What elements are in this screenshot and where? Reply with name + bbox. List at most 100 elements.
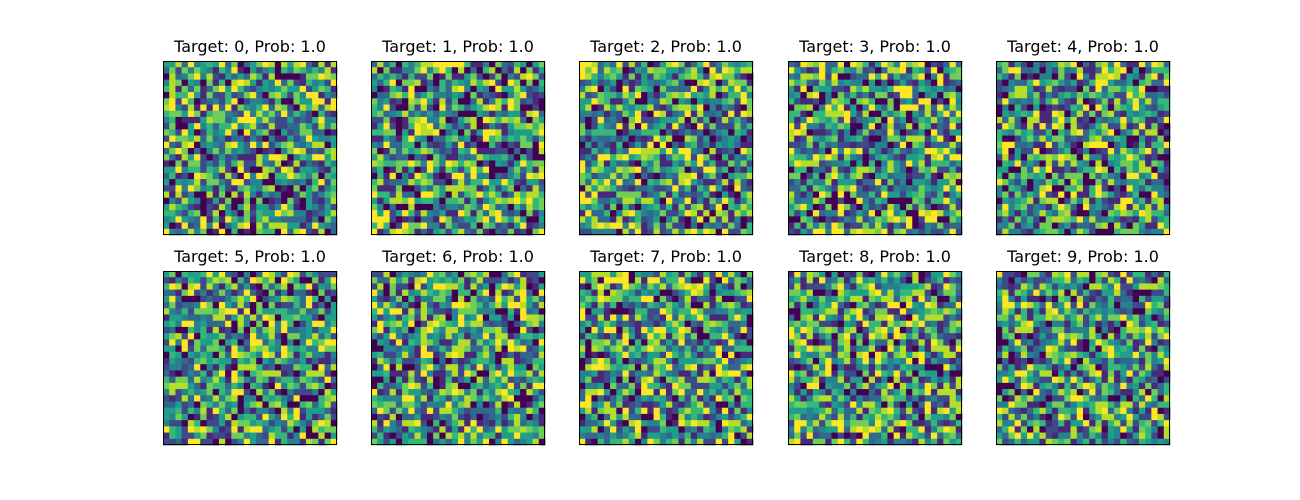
- heatmap-cell: [414, 185, 422, 192]
- heatmap-cell: [287, 314, 294, 322]
- heatmap-cell: [893, 110, 901, 118]
- heatmap-cell: [181, 123, 189, 130]
- heatmap-cell: [659, 203, 667, 211]
- heatmap-cell: [439, 92, 446, 99]
- heatmap-cell: [579, 148, 586, 155]
- heatmap-cell: [603, 67, 611, 74]
- heatmap-cell: [538, 314, 546, 322]
- heatmap-cell: [653, 67, 661, 74]
- heatmap-cell: [794, 216, 801, 223]
- heatmap-cell: [501, 123, 509, 130]
- heatmap-cell: [243, 438, 251, 446]
- heatmap-cell: [1101, 104, 1109, 112]
- heatmap-cell: [1064, 110, 1071, 118]
- heatmap-cell: [464, 277, 471, 284]
- heatmap-cell: [513, 160, 521, 167]
- heatmap-cell: [414, 61, 422, 68]
- heatmap-cell: [1107, 179, 1115, 186]
- heatmap-cell: [666, 148, 673, 155]
- heatmap-cell: [918, 172, 926, 180]
- heatmap-cell: [169, 135, 176, 143]
- heatmap-cell: [1014, 123, 1022, 130]
- heatmap-cell: [371, 116, 378, 124]
- heatmap-cell: [250, 141, 257, 149]
- heatmap-cell: [1145, 85, 1152, 93]
- heatmap-cell: [445, 302, 453, 309]
- heatmap-cell: [585, 92, 592, 99]
- heatmap-cell: [1145, 172, 1152, 180]
- heatmap-cell: [1045, 216, 1053, 223]
- heatmap-cell: [305, 116, 313, 124]
- heatmap-cell: [305, 166, 313, 174]
- heatmap-cell: [287, 320, 294, 328]
- heatmap-cell: [305, 73, 313, 80]
- heatmap-cell: [526, 129, 533, 136]
- heatmap-cell: [893, 191, 901, 199]
- heatmap-cell: [299, 302, 307, 309]
- heatmap-cell: [678, 73, 685, 80]
- heatmap-cell: [887, 61, 894, 68]
- heatmap-cell: [312, 382, 319, 390]
- heatmap-cell: [843, 179, 851, 186]
- heatmap-cell: [489, 314, 496, 322]
- heatmap-cell: [893, 85, 901, 93]
- heatmap-cell: [287, 110, 294, 118]
- heatmap-cell: [715, 104, 723, 112]
- heatmap-cell: [825, 191, 832, 199]
- heatmap-cell: [464, 302, 471, 309]
- heatmap-cell: [634, 123, 642, 130]
- heatmap-cell: [163, 104, 170, 112]
- heatmap-cell: [402, 271, 409, 278]
- heatmap-cell: [893, 135, 901, 143]
- heatmap-cell: [746, 135, 754, 143]
- heatmap-cell: [678, 210, 685, 217]
- heatmap-cell: [293, 160, 301, 167]
- heatmap-cell: [305, 432, 313, 440]
- heatmap-cell: [1027, 160, 1034, 167]
- heatmap-cell: [831, 85, 839, 93]
- heatmap-cell: [740, 160, 748, 167]
- heatmap-cell: [163, 277, 170, 284]
- heatmap-cell: [464, 160, 471, 167]
- heatmap-cell: [996, 185, 1003, 192]
- heatmap-cell: [622, 179, 630, 186]
- heatmap-cell: [740, 79, 748, 87]
- heatmap-cell: [1020, 179, 1028, 186]
- heatmap-cell: [1107, 222, 1115, 230]
- heatmap-cell: [1095, 216, 1102, 223]
- heatmap-cell: [402, 179, 409, 186]
- heatmap-cell: [318, 98, 325, 105]
- heatmap-cell: [299, 271, 307, 278]
- heatmap-cell: [1157, 216, 1165, 223]
- heatmap-cell: [225, 302, 232, 309]
- heatmap-cell: [439, 85, 446, 93]
- heatmap-cell: [318, 135, 325, 143]
- heatmap-cell: [996, 123, 1003, 130]
- heatmap-cell: [653, 135, 661, 143]
- heatmap-cell: [501, 104, 509, 112]
- heatmap-cell: [1045, 135, 1053, 143]
- heatmap-cell: [634, 141, 642, 149]
- heatmap-cell: [1002, 98, 1009, 105]
- heatmap-cell: [579, 85, 586, 93]
- heatmap-cell: [1002, 110, 1009, 118]
- heatmap-cell: [163, 382, 170, 390]
- heatmap-cell: [715, 228, 723, 236]
- heatmap-cell: [212, 271, 220, 278]
- heatmap-cell: [305, 85, 313, 93]
- heatmap-cell: [414, 302, 422, 309]
- heatmap-cell: [520, 67, 527, 74]
- heatmap-cell: [1132, 154, 1140, 161]
- heatmap-cell: [299, 166, 307, 174]
- heatmap-cell: [943, 123, 950, 130]
- heatmap-cell: [1089, 67, 1096, 74]
- heatmap-cell: [243, 420, 251, 427]
- heatmap-cell: [684, 92, 692, 99]
- heatmap-cell: [641, 154, 648, 161]
- heatmap-cell: [918, 116, 926, 124]
- heatmap-cell: [520, 320, 527, 328]
- heatmap-cell: [433, 141, 440, 149]
- heatmap-cell: [893, 67, 901, 74]
- heatmap-cell: [482, 160, 490, 167]
- heatmap-cell: [703, 203, 710, 211]
